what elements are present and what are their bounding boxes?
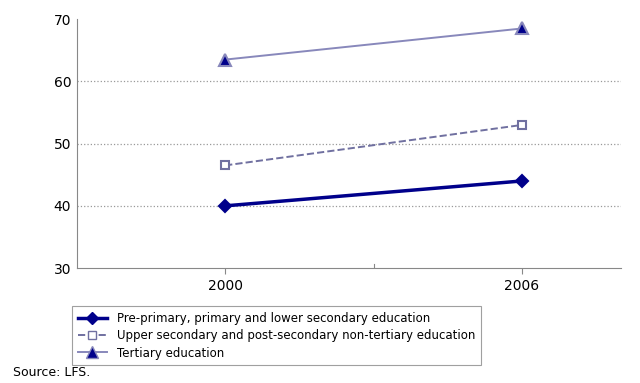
Legend: Pre-primary, primary and lower secondary education, Upper secondary and post-sec: Pre-primary, primary and lower secondary… bbox=[72, 306, 481, 365]
Text: Source: LFS.: Source: LFS. bbox=[13, 366, 90, 379]
